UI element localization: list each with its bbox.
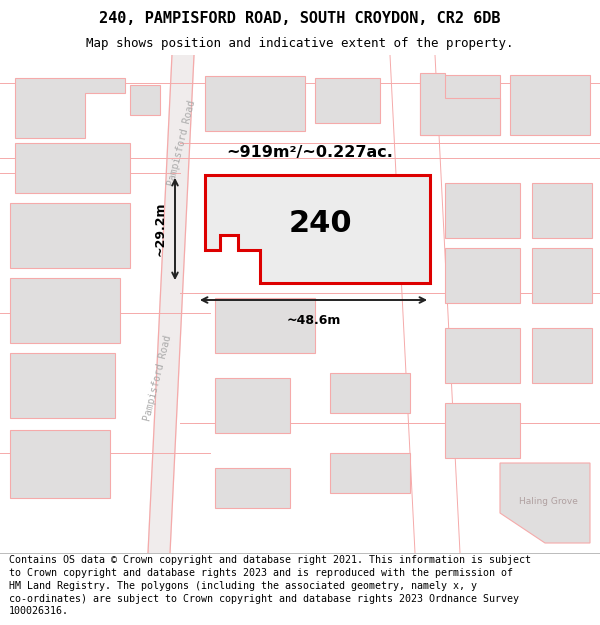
Bar xyxy=(445,328,520,383)
Bar xyxy=(215,378,290,433)
Text: Pampisford Road: Pampisford Road xyxy=(142,334,173,422)
Polygon shape xyxy=(148,55,194,553)
Bar xyxy=(130,85,160,115)
Bar xyxy=(10,203,130,268)
Bar xyxy=(510,75,590,135)
Bar xyxy=(532,328,592,383)
Bar xyxy=(315,78,380,123)
Polygon shape xyxy=(500,463,590,543)
Bar xyxy=(330,453,410,493)
Text: Map shows position and indicative extent of the property.: Map shows position and indicative extent… xyxy=(86,38,514,51)
Bar xyxy=(532,248,592,303)
Bar xyxy=(215,298,315,353)
Text: ~29.2m: ~29.2m xyxy=(154,202,167,256)
Text: 240, PAMPISFORD ROAD, SOUTH CROYDON, CR2 6DB: 240, PAMPISFORD ROAD, SOUTH CROYDON, CR2… xyxy=(99,11,501,26)
Bar xyxy=(10,430,110,498)
Bar xyxy=(445,183,520,238)
Bar xyxy=(330,373,410,413)
Bar xyxy=(532,183,592,238)
Bar xyxy=(205,76,305,131)
Bar xyxy=(445,403,520,458)
Bar xyxy=(420,75,500,135)
Polygon shape xyxy=(15,78,125,138)
Polygon shape xyxy=(205,175,430,283)
Bar xyxy=(445,248,520,303)
Text: 240: 240 xyxy=(288,209,352,238)
Bar xyxy=(10,278,120,343)
Text: Pampisford Road: Pampisford Road xyxy=(166,99,197,187)
Text: Haling Grove: Haling Grove xyxy=(518,496,577,506)
Text: Contains OS data © Crown copyright and database right 2021. This information is : Contains OS data © Crown copyright and d… xyxy=(9,555,531,616)
Bar xyxy=(15,143,130,193)
Bar xyxy=(10,353,115,418)
Polygon shape xyxy=(420,73,500,135)
Text: ~919m²/~0.227ac.: ~919m²/~0.227ac. xyxy=(227,146,394,161)
Text: ~48.6m: ~48.6m xyxy=(286,314,341,327)
Bar xyxy=(215,468,290,508)
